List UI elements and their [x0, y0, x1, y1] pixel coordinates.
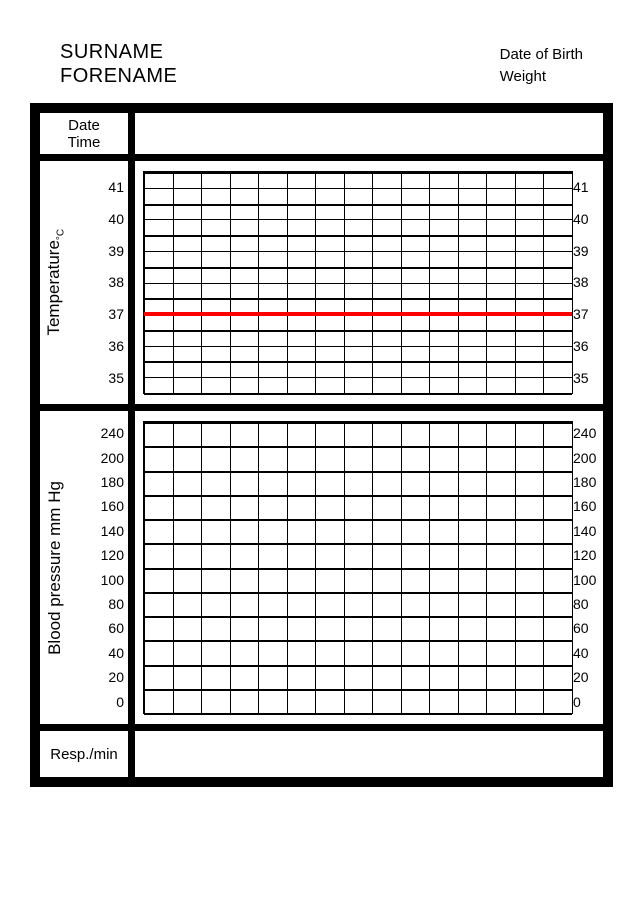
tick-label: 60: [573, 621, 603, 635]
resp-row: Resp./min: [40, 731, 603, 777]
resp-label: Resp./min: [50, 746, 118, 763]
temperature-axis-label: Temperature°C: [44, 229, 66, 336]
tick-label: 37: [573, 307, 603, 321]
tick-label: 200: [74, 451, 124, 465]
tick-label: 38: [74, 275, 124, 289]
temperature-left-cell: Temperature°C 41 40 39 38 37 36 35: [40, 161, 135, 404]
tick-label: 35: [74, 371, 124, 385]
resp-cell-value[interactable]: [135, 731, 603, 777]
tick-label: 39: [573, 244, 603, 258]
tick-label: 35: [573, 371, 603, 385]
tick-label: 40: [74, 646, 124, 660]
blood-pressure-row: Blood pressure mm Hg 2402001801601401201…: [40, 411, 603, 731]
tick-label: 160: [74, 499, 124, 513]
tick-label: 41: [573, 180, 603, 194]
blood-pressure-axis-label: Blood pressure mm Hg: [45, 481, 65, 655]
medical-chart-form: SURNAME FORENAME Date of Birth Weight Da…: [0, 0, 643, 900]
dob-label: Date of Birth: [500, 44, 583, 66]
tick-label: 100: [573, 573, 603, 587]
temperature-grid[interactable]: [143, 171, 573, 394]
temperature-ticks-right: 41 40 39 38 37 36 35: [573, 171, 603, 394]
tick-label: 0: [74, 695, 124, 709]
tick-label: 200: [573, 451, 603, 465]
date-time-row: Date Time: [40, 113, 603, 161]
time-label: Time: [68, 134, 101, 151]
tick-label: 36: [573, 339, 603, 353]
tick-label: 180: [74, 475, 124, 489]
blood-pressure-left-cell: Blood pressure mm Hg 2402001801601401201…: [40, 411, 135, 724]
surname-label: SURNAME: [60, 40, 177, 64]
blood-pressure-grid-cell: 240200180160140120100806040200: [135, 411, 603, 724]
date-label: Date: [68, 117, 100, 134]
tick-label: 39: [74, 244, 124, 258]
tick-label: 120: [573, 548, 603, 562]
tick-label: 0: [573, 695, 603, 709]
tick-label: 100: [74, 573, 124, 587]
tick-label: 20: [74, 670, 124, 684]
temperature-ticks-left: 41 40 39 38 37 36 35: [74, 171, 124, 394]
weight-label: Weight: [500, 66, 583, 88]
tick-label: 80: [573, 597, 603, 611]
tick-label: 37: [74, 307, 124, 321]
tick-label: 240: [573, 426, 603, 440]
tick-label: 40: [74, 212, 124, 226]
date-time-cell-value[interactable]: [135, 113, 603, 154]
blood-pressure-ticks-left: 240200180160140120100806040200: [74, 421, 124, 714]
tick-label: 36: [74, 339, 124, 353]
header: SURNAME FORENAME Date of Birth Weight: [30, 40, 613, 103]
tick-label: 80: [74, 597, 124, 611]
tick-label: 40: [573, 212, 603, 226]
tick-label: 20: [573, 670, 603, 684]
tick-label: 160: [573, 499, 603, 513]
tick-label: 240: [74, 426, 124, 440]
header-right: Date of Birth Weight: [500, 40, 583, 88]
tick-label: 38: [573, 275, 603, 289]
blood-pressure-grid[interactable]: [143, 421, 573, 714]
tick-label: 140: [74, 524, 124, 538]
resp-cell-label: Resp./min: [40, 731, 135, 777]
forename-label: FORENAME: [60, 64, 177, 88]
temperature-grid-cell: 41 40 39 38 37 36 35: [135, 161, 603, 404]
tick-label: 120: [74, 548, 124, 562]
header-left: SURNAME FORENAME: [60, 40, 177, 88]
chart-frame: Date Time Temperature°C 41 40 39 38 37 36 35 4…: [30, 103, 613, 787]
tick-label: 140: [573, 524, 603, 538]
tick-label: 40: [573, 646, 603, 660]
date-time-cell-label: Date Time: [40, 113, 135, 154]
temperature-row: Temperature°C 41 40 39 38 37 36 35 41 40 39 38 37 3…: [40, 161, 603, 411]
blood-pressure-ticks-right: 240200180160140120100806040200: [573, 421, 603, 714]
tick-label: 60: [74, 621, 124, 635]
tick-label: 41: [74, 180, 124, 194]
tick-label: 180: [573, 475, 603, 489]
